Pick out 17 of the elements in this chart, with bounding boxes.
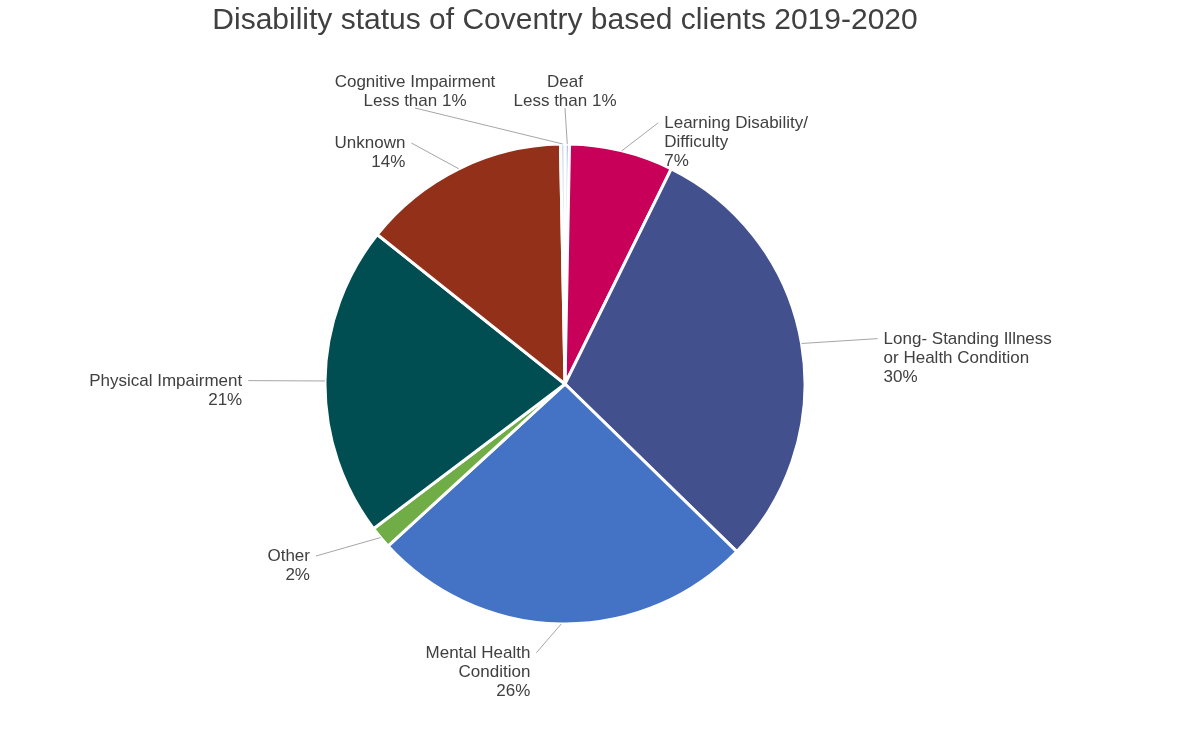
slice-label: Cognitive Impairment — [334, 72, 496, 91]
slice-label: Mental Health Condition — [425, 642, 531, 681]
chart-title: Disability status of Coventry based clients 2019-2020 — [212, 2, 918, 35]
slice-label: Learning Disability/ Difficulty — [664, 112, 809, 151]
data-label: 14% — [371, 151, 406, 171]
slice-label: Deaf — [547, 72, 584, 91]
slice-label: Physical Impairment — [89, 370, 243, 390]
data-label: 2% — [285, 564, 310, 584]
data-label: 7% — [664, 150, 689, 170]
data-label: 21% — [208, 389, 243, 409]
slice-label: Unknown — [334, 132, 406, 152]
slice-label: Other — [267, 545, 311, 565]
data-label: Less than 1% — [363, 91, 467, 110]
slice-label: Long- Standing Illness or Health Condition — [883, 328, 1052, 367]
data-label: Less than 1% — [513, 91, 617, 110]
data-label: 26% — [496, 680, 531, 700]
data-label: 30% — [883, 366, 918, 386]
